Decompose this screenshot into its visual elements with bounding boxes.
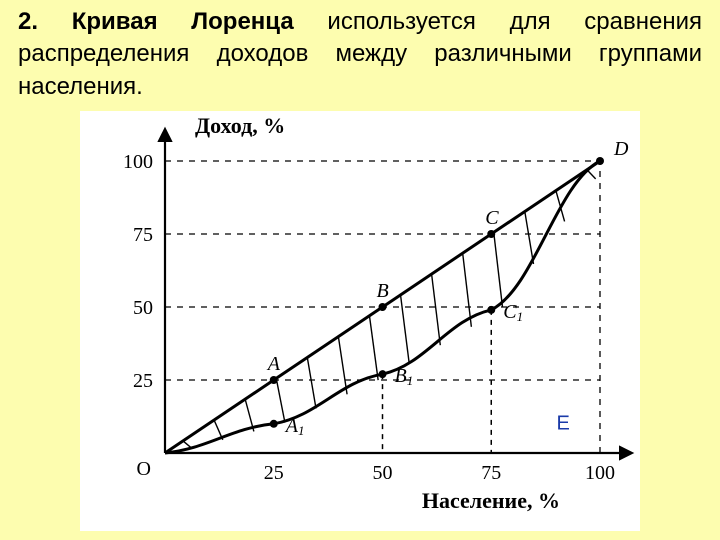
heading-term: Кривая Лоренца xyxy=(72,8,294,35)
lorenz-chart: 25 50 75 100 25 50 75 100 O Доход, % Население, % A… xyxy=(80,111,640,531)
heading-number: 2. xyxy=(18,8,38,35)
xtick-label: 75 xyxy=(481,462,501,484)
point-marker xyxy=(379,303,387,311)
origin-label: O xyxy=(137,458,151,480)
point-marker xyxy=(596,157,604,165)
point-marker xyxy=(379,370,387,378)
xtick-label: 25 xyxy=(264,462,284,484)
y-axis-title: Доход, % xyxy=(195,113,285,138)
x-axis-title: Население, % xyxy=(422,488,560,513)
point-label: D xyxy=(613,138,629,160)
point-marker xyxy=(487,230,495,238)
ytick-label: 50 xyxy=(133,297,153,319)
ytick-label: 75 xyxy=(133,224,153,246)
ytick-label: 100 xyxy=(123,151,153,173)
point-marker xyxy=(487,306,495,314)
xtick-label: 100 xyxy=(585,462,615,484)
point-label: C xyxy=(485,207,499,229)
point-label: B xyxy=(377,280,389,302)
page-root: 2. Кривая Лоренца используется для сравн… xyxy=(0,0,720,540)
heading-paragraph: 2. Кривая Лоренца используется для сравн… xyxy=(18,6,702,103)
ytick-label: 25 xyxy=(133,370,153,392)
point-marker xyxy=(270,420,278,428)
chart-container: 25 50 75 100 25 50 75 100 O Доход, % Население, % A… xyxy=(18,111,702,531)
xtick-label: 50 xyxy=(373,462,393,484)
point-label: A xyxy=(266,353,281,375)
point-marker xyxy=(270,376,278,384)
extra-label-e: Е xyxy=(557,413,570,435)
